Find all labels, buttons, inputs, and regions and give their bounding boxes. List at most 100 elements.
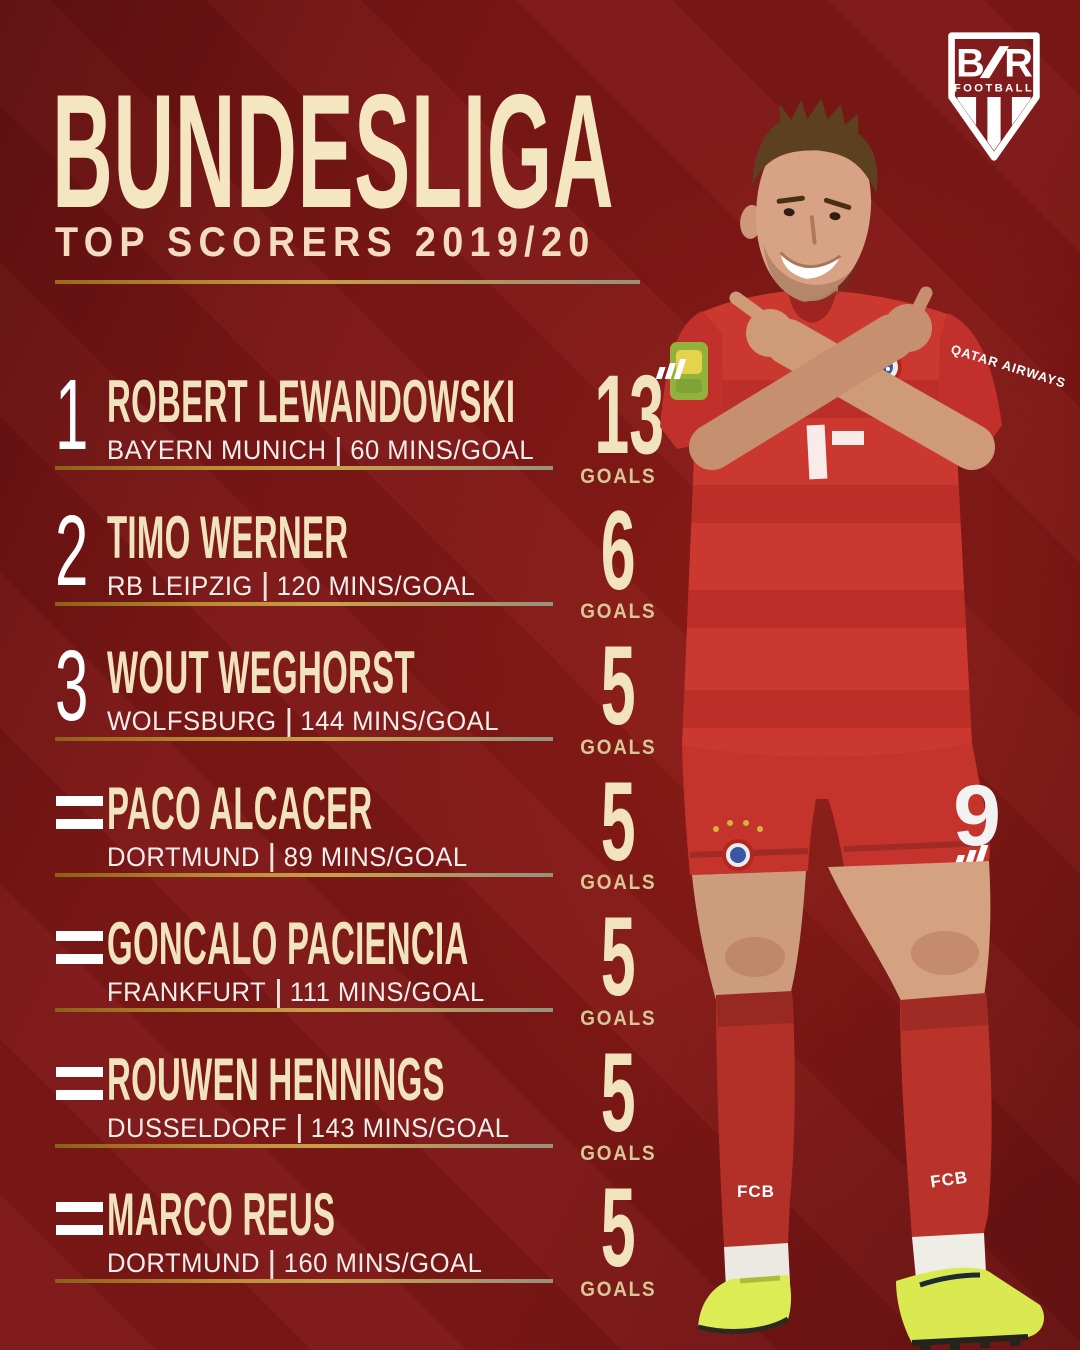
player-team: FRANKFURT: [107, 977, 267, 1008]
player-team: DORTMUND: [107, 841, 260, 872]
player-scoring-rate: 111 MINS/GOAL: [289, 977, 485, 1008]
scorer-info: GONCALO PACIENCIA FRANKFURT 111 MINS/GOA…: [107, 910, 764, 1008]
header-divider: [55, 280, 640, 284]
meta-separator: [270, 843, 274, 873]
goals-label: GOALS: [579, 735, 657, 759]
pointing-finger-right-icon: [907, 286, 933, 324]
player-team: RB LEIPZIG: [107, 570, 253, 601]
row-divider: [55, 737, 553, 741]
player-team: DORTMUND: [107, 1248, 260, 1279]
player-meta: DUSSELDORF 143 MINS/GOAL: [107, 1112, 690, 1144]
player-meta: BAYERN MUNICH 60 MINS/GOAL: [107, 435, 812, 466]
crossed-arms: [689, 286, 995, 470]
player-right-leg: [828, 861, 991, 1003]
knee-shading-left: [725, 937, 785, 977]
bundesliga-patch-icon: [670, 342, 708, 400]
player-scoring-rate: 144 MINS/GOAL: [300, 706, 499, 737]
rank-text: 3: [55, 630, 89, 742]
shorts-number-text: 9: [953, 768, 1001, 864]
player-scoring-rate: 60 MINS/GOAL: [350, 435, 535, 466]
goals-count: 5: [600, 623, 636, 748]
player-name: ROBERT LEWANDOWSKI: [107, 368, 516, 435]
player-scoring-rate: 143 MINS/GOAL: [310, 1112, 510, 1143]
goals-label: GOALS: [579, 1006, 657, 1030]
meta-separator: [263, 572, 267, 602]
rank: 2: [55, 501, 111, 601]
player-left-leg: [692, 871, 806, 1000]
player-meta: FRANKFURT 111 MINS/GOAL: [107, 977, 732, 1008]
page-title: BUNDESLIGA: [52, 71, 1080, 233]
scorer-info: WOUT WEGHORST WOLFSBURG 144 MINS/GOAL: [107, 639, 667, 737]
sock-left: [716, 991, 795, 1247]
player-name: GONCALO PACIENCIA: [107, 910, 469, 977]
br-football-crest-icon: B R FOOTBALL: [948, 32, 1040, 161]
nose-shadow: [809, 215, 817, 245]
player-team: BAYERN MUNICH: [107, 435, 327, 466]
scorers-list: 1 ROBERT LEWANDOWSKI BAYERN MUNICH 60 MI…: [55, 359, 669, 1323]
scorer-row: 2 TIMO WERNER RB LEIPZIG 120 MINS/GOAL 6…: [55, 494, 669, 646]
player-team: WOLFSBURG: [107, 706, 277, 737]
smile-icon: [780, 252, 841, 279]
player-team: DUSSELDORF: [107, 1112, 288, 1143]
player-name: WOUT WEGHORST: [107, 639, 415, 706]
player-name: MARCO REUS: [107, 1181, 336, 1248]
rank: 3: [55, 636, 111, 736]
goals-block: 5 GOALS: [567, 623, 669, 759]
meta-separator: [287, 707, 290, 737]
scorer-row: = MARCO REUS DORTMUND 160 MINS/GOAL 5 GO…: [55, 1172, 669, 1323]
goals-block: 5 GOALS: [567, 758, 669, 895]
goals-count: 5: [600, 894, 636, 1019]
scorer-row: 3 WOUT WEGHORST WOLFSBURG 144 MINS/GOAL …: [55, 630, 669, 781]
goals-count: 5: [600, 758, 636, 884]
player-meta: WOLFSBURG 144 MINS/GOAL: [107, 706, 639, 737]
scorer-row: = ROUWEN HENNINGS DUSSELDORF 143 MINS/GO…: [55, 1036, 669, 1188]
player-photo: QATAR AIRWAYS adidas: [620, 95, 1080, 1350]
scorer-row: 1 ROBERT LEWANDOWSKI BAYERN MUNICH 60 MI…: [55, 359, 669, 510]
eye-left: [783, 208, 795, 217]
scorer-row: = PACO ALCACER DORTMUND 89 MINS/GOAL 5 G…: [55, 765, 669, 917]
meta-separator: [336, 436, 340, 466]
pointing-finger-left-icon: [729, 291, 777, 330]
player-meta: DORTMUND 160 MINS/GOAL: [107, 1248, 501, 1279]
player-name: ROUWEN HENNINGS: [107, 1045, 445, 1113]
chest-sponsor-fragment: [806, 424, 864, 480]
goals-label: GOALS: [579, 871, 657, 895]
row-divider: [55, 1008, 553, 1012]
meta-separator: [297, 1114, 301, 1144]
scorer-info: MARCO REUS DORTMUND 160 MINS/GOAL: [107, 1181, 522, 1279]
player-name: TIMO WERNER: [107, 503, 349, 571]
scorer-info: ROUWEN HENNINGS DUSSELDORF 143 MINS/GOAL: [107, 1045, 721, 1144]
boot-right-icon: [896, 1267, 1044, 1350]
logo-football-text: FOOTBALL: [954, 82, 1034, 94]
goals-label: GOALS: [579, 464, 657, 488]
page-subtitle-text: TOP SCORERS 2019/20: [55, 218, 596, 265]
smile-line: [779, 251, 842, 269]
goals-count: 5: [600, 1165, 636, 1290]
adidas-bars-icon: [655, 359, 687, 379]
row-divider: [55, 872, 553, 877]
boot-lace-line: [919, 1272, 981, 1288]
rank: 1: [55, 365, 111, 465]
scorer-row: = GONCALO PACIENCIA FRANKFURT 111 MINS/G…: [55, 901, 669, 1052]
logo-letter-r: R: [1004, 41, 1033, 85]
sock-top-shading-left: [716, 991, 793, 1027]
player-name: PACO ALCACER: [107, 774, 373, 842]
goals-block: 6 GOALS: [567, 494, 669, 624]
player-shorts: [682, 743, 990, 875]
scorer-info: ROBERT LEWANDOWSKI BAYERN MUNICH 60 MINS…: [107, 368, 849, 466]
goals-block: 5 GOALS: [567, 1029, 669, 1166]
goals-block: 5 GOALS: [567, 1165, 669, 1301]
boot-left-icon: [697, 1275, 791, 1334]
sock-top-shading-right: [900, 993, 988, 1031]
goals-count: 5: [600, 1029, 636, 1155]
rank-text: 1: [55, 359, 89, 471]
shorts-crest-icon: [713, 820, 763, 871]
goals-block: 13 GOALS: [567, 359, 669, 488]
row-divider: [55, 1279, 553, 1283]
page-subtitle: TOP SCORERS 2019/20: [55, 221, 656, 263]
scorer-info: PACO ALCACER DORTMUND 89 MINS/GOAL: [107, 774, 590, 873]
row-divider: [55, 466, 553, 470]
player-scoring-rate: 120 MINS/GOAL: [276, 570, 476, 601]
player-meta: RB LEIPZIG 120 MINS/GOAL: [107, 570, 524, 602]
